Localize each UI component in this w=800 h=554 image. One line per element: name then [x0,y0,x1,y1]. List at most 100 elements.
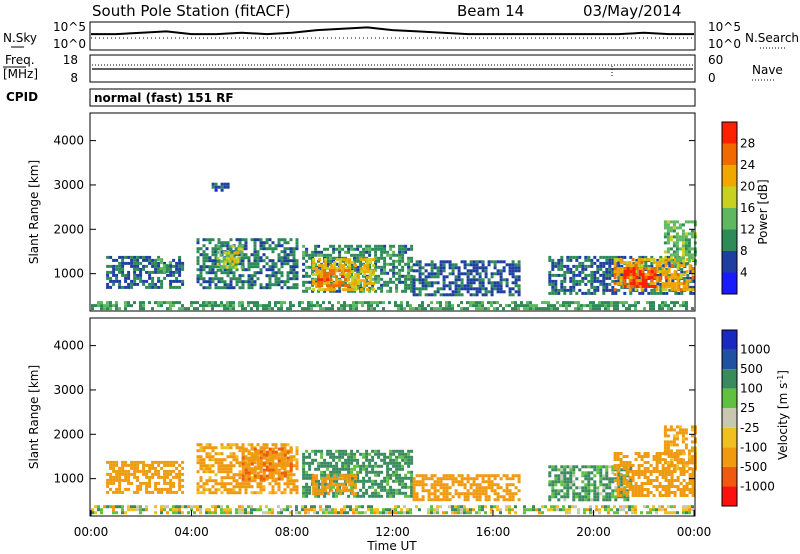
velocity-cell-r2 [286,459,290,463]
velocity-cell-r5 [511,483,515,487]
velocity-cell-r9 [565,511,568,515]
velocity-cell-r9 [496,508,499,512]
power-cell-r10 [670,261,674,265]
velocity-cell-r5 [436,477,440,481]
power-cell-r6 [315,285,319,289]
velocity-cell-r1 [229,443,233,447]
velocity-cell-r2 [268,471,272,475]
power-cell-r8 [466,281,470,285]
power-cell-r8 [439,293,443,297]
velocity-cell-r4 [321,483,325,487]
power-cell-r5 [317,289,321,293]
power-cell-r8 [427,263,431,267]
velocity-cell-r0 [181,460,185,464]
velocity-cell-r5 [484,495,488,499]
velocity-cell-r1 [205,464,209,468]
velocity-cell-r0 [151,472,155,476]
velocity-cell-r1 [202,491,206,495]
power-cell-r12 [678,256,682,260]
velocity-cell-r6 [548,480,552,484]
power-cell-r2 [253,250,257,254]
power-cell-r14 [424,307,427,311]
power-cell-r5 [392,280,396,284]
power-cell-r10 [670,282,674,286]
power-cell-r9 [626,282,630,286]
power-cell-r0 [181,279,185,283]
velocity-cell-r3 [347,470,351,474]
power-cell-r3 [222,265,226,269]
velocity-cell-r4 [354,477,358,481]
velocity-cell-r1 [202,467,206,471]
velocity-cell-r9 [160,511,163,515]
velocity-cell-r9 [175,511,178,515]
velocity-cell-r1 [232,476,236,480]
velocity-cell-r7 [613,479,617,482]
power-cell-r0 [142,255,146,259]
power-cell-r0 [172,270,176,274]
power-cell-r5 [395,265,399,269]
velocity-cell-r1 [271,488,275,492]
power-cell-r14 [559,304,562,308]
power-cell-r0 [136,261,140,265]
power-cell-r12 [690,232,694,236]
power-cell-r9 [587,258,591,262]
velocity-cell-r4 [354,483,358,487]
power-cell-r8 [505,281,509,285]
velocity-cell-r1 [262,479,266,483]
velocity-cell-r9 [112,505,115,509]
velocity-cell-r7 [655,479,659,482]
power-cell-r5 [353,265,357,269]
velocity-cell-r5 [427,492,431,496]
power-cell-r12 [669,253,673,257]
velocity-cell-r9 [400,511,403,515]
velocity-cell-r8 [666,452,670,456]
velocity-cell-r9 [622,508,625,512]
velocity-cell-r4 [354,492,358,496]
power-cell-r5 [308,280,312,284]
power-cell-r5 [347,247,351,251]
velocity-cell-r3 [392,491,396,495]
velocity-cell-r2 [247,459,251,463]
velocity-cell-r5 [502,474,506,478]
velocity-cell-r1 [235,482,239,486]
velocity-cell-r3 [362,452,366,456]
velocity-cell-r3 [377,470,381,474]
power-cell-r9 [548,291,552,295]
velocity-cell-r5 [460,483,464,487]
velocity-cell-r2 [289,462,293,466]
power-cell-r5 [383,256,387,260]
power-cell-r2 [268,283,272,287]
velocity-cell-r1 [283,482,287,486]
power-cell-r2 [268,277,272,281]
velocity-cell-r3 [302,473,306,477]
velocity-cell-r9 [346,505,349,509]
power-cell-r6 [324,264,328,268]
velocity-cell-r1 [286,443,290,447]
power-cell-r2 [199,265,203,269]
power-cell-r5 [377,286,381,290]
power-cell-r10 [658,279,662,283]
power-cell-r8 [481,278,485,282]
power-cell-r8 [490,293,494,297]
power-cell-r0 [172,285,176,289]
velocity-cell-r6 [569,486,573,490]
power-cell-r10 [613,276,617,280]
velocity-cell-r6 [593,492,597,496]
power-cell-r3 [216,250,220,254]
velocity-cell-r2 [259,453,263,457]
power-cell-r14 [181,307,184,311]
velocity-cell-r3 [380,494,384,498]
power-cell-r4 [230,254,234,258]
velocity-cell-r3 [314,458,318,462]
velocity-cell-r1 [217,467,221,471]
velocity-cell-r2 [289,447,293,451]
velocity-cell-r3 [341,467,345,471]
power-cell-r9 [554,279,558,283]
velocity-cell-r8 [678,431,682,435]
velocity-cell-r3 [362,482,366,486]
velocity-cell-r3 [353,494,357,498]
power-cell-r10 [637,264,641,268]
velocity-cell-r3 [332,464,336,468]
velocity-cell-r3 [341,452,345,456]
velocity-cell-r6 [623,474,627,478]
